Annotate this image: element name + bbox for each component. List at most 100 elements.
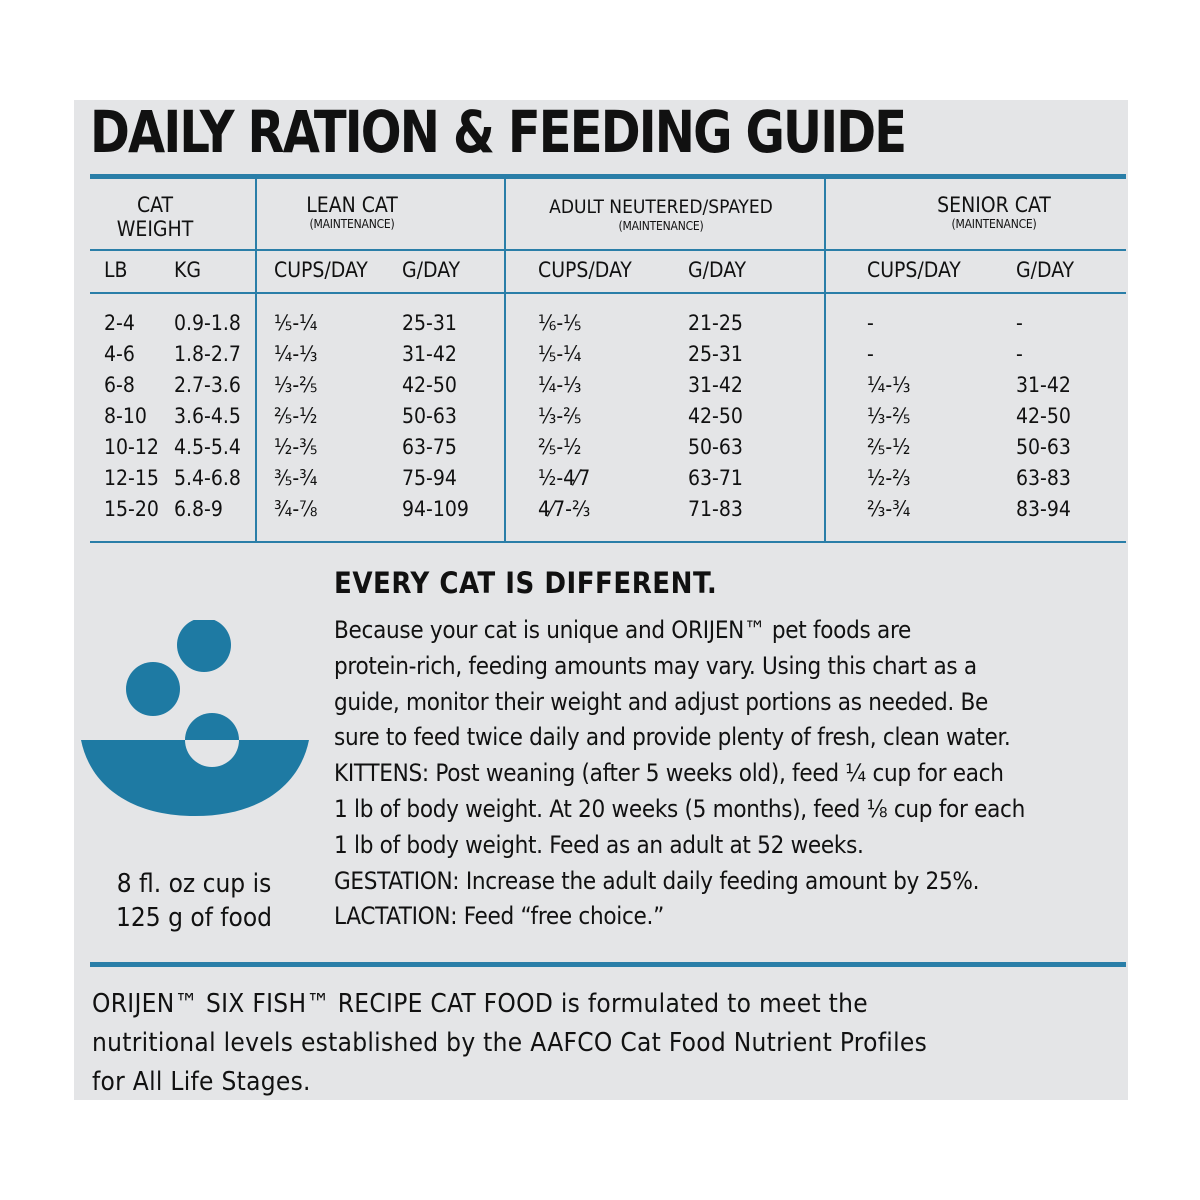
cell-lb: 10-12 [104, 435, 159, 459]
note-line: KITTENS: Post weaning (after 5 weeks old… [334, 759, 1004, 788]
header-cat-weight-line1: CAT [136, 193, 174, 217]
header-lean-cat: LEAN CAT (MAINTENANCE) [257, 193, 447, 231]
cell-lean-cups: ½-⅗ [274, 435, 318, 459]
note-line: 1 lb of body weight. Feed as an adult at… [334, 830, 864, 859]
cell-lean-grams: 31-42 [402, 342, 457, 366]
cell-senior-cups: - [867, 342, 874, 366]
cell-senior-cups: ¼-⅓ [867, 373, 911, 397]
caption-line: 8 fl. oz cup is [116, 869, 272, 899]
column-divider [504, 179, 506, 541]
note-line: Because your cat is unique and ORIJEN™ p… [334, 616, 911, 644]
note-line: 1 lb of body weight. At 20 weeks (5 mont… [334, 794, 1025, 823]
footer-line: ORIJEN™ SIX FISH™ RECIPE CAT FOOD is for… [92, 989, 868, 1019]
group-name: SENIOR CAT [937, 193, 1051, 217]
cell-lean-cups: ⅖-½ [274, 404, 318, 428]
cell-adult-grams: 71-83 [688, 497, 743, 521]
kibble-icon [185, 713, 239, 740]
cell-kg: 4.5-5.4 [174, 435, 241, 459]
kibble-icon [177, 620, 231, 672]
unit-senior-cups: CUPS/DAY [867, 258, 961, 282]
cell-adult-grams: 25-31 [688, 342, 743, 366]
footer-statement: ORIJEN™ SIX FISH™ RECIPE CAT FOOD is for… [92, 985, 1122, 1102]
cup-caption: 8 fl. oz cup is 125 g of food [84, 867, 304, 935]
cell-senior-cups: ⅓-⅖ [867, 404, 911, 428]
cell-adult-cups: 4⁄7-⅔ [538, 497, 591, 521]
cell-adult-cups: ⅖-½ [538, 435, 582, 459]
note-line: sure to feed twice daily and provide ple… [334, 723, 1011, 752]
cell-senior-cups: ½-⅔ [867, 466, 911, 490]
cell-senior-grams: 63-83 [1016, 466, 1071, 490]
cell-adult-cups: ⅕-¼ [538, 342, 582, 366]
column-divider [824, 179, 826, 541]
unit-kg: KG [174, 258, 202, 282]
group-name: ADULT NEUTERED/SPAYED [549, 196, 773, 218]
cell-adult-cups: ½-4⁄7 [538, 466, 591, 490]
cell-senior-cups: ⅖-½ [867, 435, 911, 459]
cell-senior-cups: ⅔-¾ [867, 497, 911, 521]
cell-lean-grams: 75-94 [402, 466, 457, 490]
header-adult-neutered: ADULT NEUTERED/SPAYED (MAINTENANCE) [506, 195, 816, 233]
kibble-icon [126, 662, 180, 716]
cell-senior-grams: 83-94 [1016, 497, 1071, 521]
cell-lb: 6-8 [104, 373, 135, 397]
column-divider [255, 179, 257, 541]
group-sub: (MAINTENANCE) [309, 217, 395, 231]
header-cat-weight-line2: WEIGHT [116, 217, 194, 241]
cell-lean-grams: 63-75 [402, 435, 457, 459]
cell-senior-grams: - [1016, 342, 1023, 366]
cell-adult-grams: 31-42 [688, 373, 743, 397]
cell-adult-cups: ⅓-⅖ [538, 404, 582, 428]
unit-lean-cups: CUPS/DAY [274, 258, 368, 282]
cell-lean-grams: 42-50 [402, 373, 457, 397]
cell-kg: 6.8-9 [174, 497, 223, 521]
group-sub: (MAINTENANCE) [951, 217, 1037, 231]
cell-lb: 2-4 [104, 311, 135, 335]
note-body: Because your cat is unique and ORIJEN™ p… [334, 613, 1134, 935]
bowl-icon [81, 740, 309, 816]
cell-adult-cups: ⅙-⅕ [538, 311, 582, 335]
cell-lb: 12-15 [104, 466, 159, 490]
cell-senior-grams: 31-42 [1016, 373, 1071, 397]
cell-lean-cups: ⅓-⅖ [274, 373, 318, 397]
cell-kg: 3.6-4.5 [174, 404, 241, 428]
note-line: LACTATION: Feed “free choice.” [334, 902, 664, 931]
cell-senior-cups: - [867, 311, 874, 335]
header-cat-weight: CAT WEIGHT [90, 193, 220, 241]
cell-adult-grams: 42-50 [688, 404, 743, 428]
cell-kg: 2.7-3.6 [174, 373, 241, 397]
footer-rule [90, 962, 1126, 967]
note-heading: EVERY CAT IS DIFFERENT. [334, 566, 718, 600]
cell-kg: 1.8-2.7 [174, 342, 241, 366]
table-top-rule [90, 174, 1126, 179]
note-line: GESTATION: Increase the adult daily feed… [334, 866, 980, 895]
footer-line: nutritional levels established by the AA… [92, 1028, 928, 1058]
unit-lb: LB [104, 258, 128, 282]
footer-line: for All Life Stages. [92, 1067, 311, 1097]
header-divider [90, 249, 1126, 251]
cell-adult-grams: 63-71 [688, 466, 743, 490]
cell-lean-grams: 94-109 [402, 497, 469, 521]
cell-lean-cups: ¾-⅞ [274, 497, 318, 521]
cell-lb: 4-6 [104, 342, 135, 366]
cell-lean-cups: ⅕-¼ [274, 311, 318, 335]
unit-adult-cups: CUPS/DAY [538, 258, 632, 282]
caption-line: 125 g of food [116, 903, 272, 933]
unit-senior-grams: G/DAY [1016, 258, 1075, 282]
bowl-with-kibble-icon [81, 620, 309, 816]
cell-lean-grams: 50-63 [402, 404, 457, 428]
cell-adult-grams: 50-63 [688, 435, 743, 459]
cell-adult-cups: ¼-⅓ [538, 373, 582, 397]
cell-kg: 5.4-6.8 [174, 466, 241, 490]
header-senior-cat: SENIOR CAT (MAINTENANCE) [894, 193, 1094, 231]
table-bottom-rule [90, 541, 1126, 543]
feeding-guide-panel: DAILY RATION & FEEDING GUIDE CAT WEIGHT … [74, 98, 1128, 1102]
cell-adult-grams: 21-25 [688, 311, 743, 335]
cell-lb: 15-20 [104, 497, 159, 521]
cell-lean-grams: 25-31 [402, 311, 457, 335]
cell-kg: 0.9-1.8 [174, 311, 241, 335]
note-line: protein-rich, feeding amounts may vary. … [334, 651, 977, 680]
note-line: guide, monitor their weight and adjust p… [334, 687, 989, 716]
group-name: LEAN CAT [306, 193, 398, 217]
unit-lean-grams: G/DAY [402, 258, 461, 282]
kibble-icon [185, 740, 239, 767]
